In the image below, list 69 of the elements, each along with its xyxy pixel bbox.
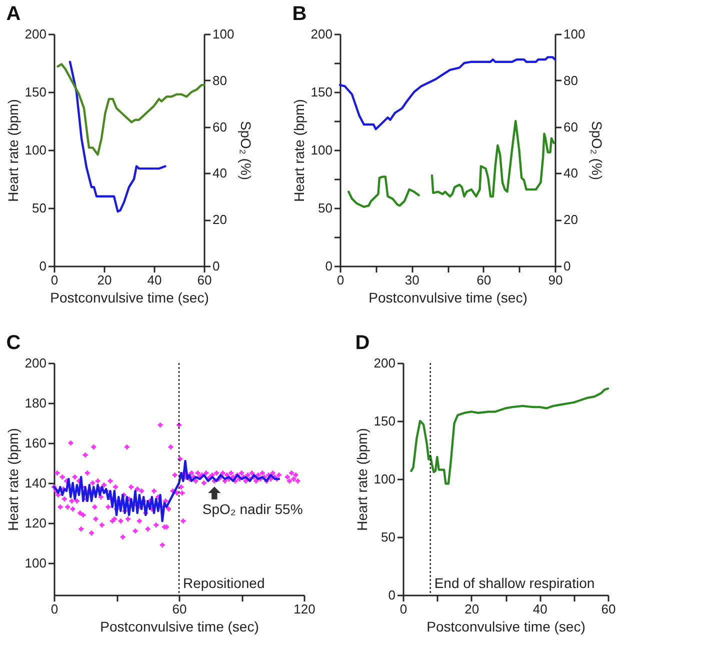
y2-tick-label: 0 — [564, 258, 571, 274]
y-tick-label: 150 — [374, 414, 396, 428]
y-tick-label: 200 — [374, 356, 396, 370]
y-tick-label: 0 — [325, 258, 332, 274]
x-tick-label: 60 — [601, 602, 616, 616]
y2-tick-label: 80 — [212, 72, 227, 88]
annotation: SpO₂ nadir 55% — [202, 501, 303, 517]
y-tick-label: 100 — [310, 142, 332, 158]
y2-axis-title: SpO₂ (%) — [238, 120, 254, 180]
x-tick-label: 60 — [172, 602, 187, 616]
y-tick-label: 120 — [24, 516, 46, 530]
x-tick-label: 60 — [476, 272, 492, 288]
x-tick-label: 120 — [294, 602, 316, 616]
chart-title: D — [355, 332, 370, 354]
y-tick-label: 200 — [24, 26, 46, 42]
y2-tick-label: 80 — [564, 72, 578, 88]
x-axis-title: Postconvulsive time (sec) — [50, 290, 209, 306]
y-tick-label: 0 — [39, 258, 46, 274]
x-tick-label: 20 — [97, 272, 112, 288]
x-tick-label: 0 — [50, 602, 58, 616]
y-tick-label: 160 — [24, 436, 46, 450]
x-tick-label: 90 — [548, 272, 563, 288]
x-axis-title: Postconvulsive time (sec) — [368, 290, 528, 306]
line-series — [410, 387, 610, 485]
chart-title: A — [6, 3, 21, 25]
y-tick-label: 50 — [381, 530, 396, 544]
y-tick-label: 150 — [310, 84, 332, 100]
y-tick-label: 0 — [388, 588, 396, 602]
y-tick-label: 200 — [310, 26, 332, 42]
y-tick-label: 150 — [24, 84, 46, 100]
line-series — [68, 60, 166, 213]
y-tick-label: 100 — [24, 142, 46, 158]
y-tick-label: 140 — [24, 476, 46, 490]
y-axis-title: Heart rate (bpm) — [354, 428, 370, 531]
y-tick-label: 50 — [32, 200, 46, 216]
x-tick-label: 30 — [404, 272, 420, 288]
y-axis-title: Heart rate (bpm) — [290, 99, 307, 202]
x-tick-label: 40 — [147, 272, 162, 288]
line-series — [56, 63, 206, 156]
y2-tick-label: 60 — [564, 119, 578, 134]
y2-tick-label: 100 — [212, 26, 234, 42]
y-tick-label: 100 — [374, 472, 396, 486]
y-tick-label: 100 — [24, 556, 46, 570]
y-tick-label: 180 — [24, 396, 46, 410]
x-axis-title: Postconvulsive time (sec) — [100, 618, 259, 634]
ref-line-label: End of shallow respiration — [434, 575, 595, 591]
chart-title: C — [6, 332, 21, 354]
y-axis-title: Heart rate (bpm) — [4, 99, 21, 202]
y-tick-label: 50 — [318, 200, 332, 216]
y2-tick-label: 0 — [212, 258, 220, 274]
y-tick-label: 200 — [24, 356, 46, 370]
ref-line-label: Repositioned — [183, 575, 265, 591]
y2-tick-label: 20 — [564, 212, 578, 228]
line-series — [338, 56, 556, 130]
x-tick-label: 0 — [400, 602, 408, 616]
y2-axis-title: SpO₂ (%) — [589, 120, 606, 180]
x-tick-label: 20 — [464, 602, 480, 616]
y-axis-title: Heart rate (bpm) — [4, 428, 21, 531]
x-tick-label: 0 — [50, 272, 58, 288]
x-tick-label: 40 — [532, 602, 548, 616]
chart-title: B — [292, 3, 307, 25]
x-tick-label: 0 — [336, 272, 344, 288]
x-tick-label: 60 — [197, 272, 212, 288]
y2-tick-label: 100 — [564, 26, 586, 42]
y2-tick-label: 40 — [212, 166, 227, 181]
y2-tick-label: 20 — [212, 212, 227, 228]
x-axis-title: Postconvulsive time (sec) — [426, 618, 586, 634]
y2-tick-label: 60 — [212, 119, 227, 134]
y2-tick-label: 40 — [564, 166, 578, 181]
